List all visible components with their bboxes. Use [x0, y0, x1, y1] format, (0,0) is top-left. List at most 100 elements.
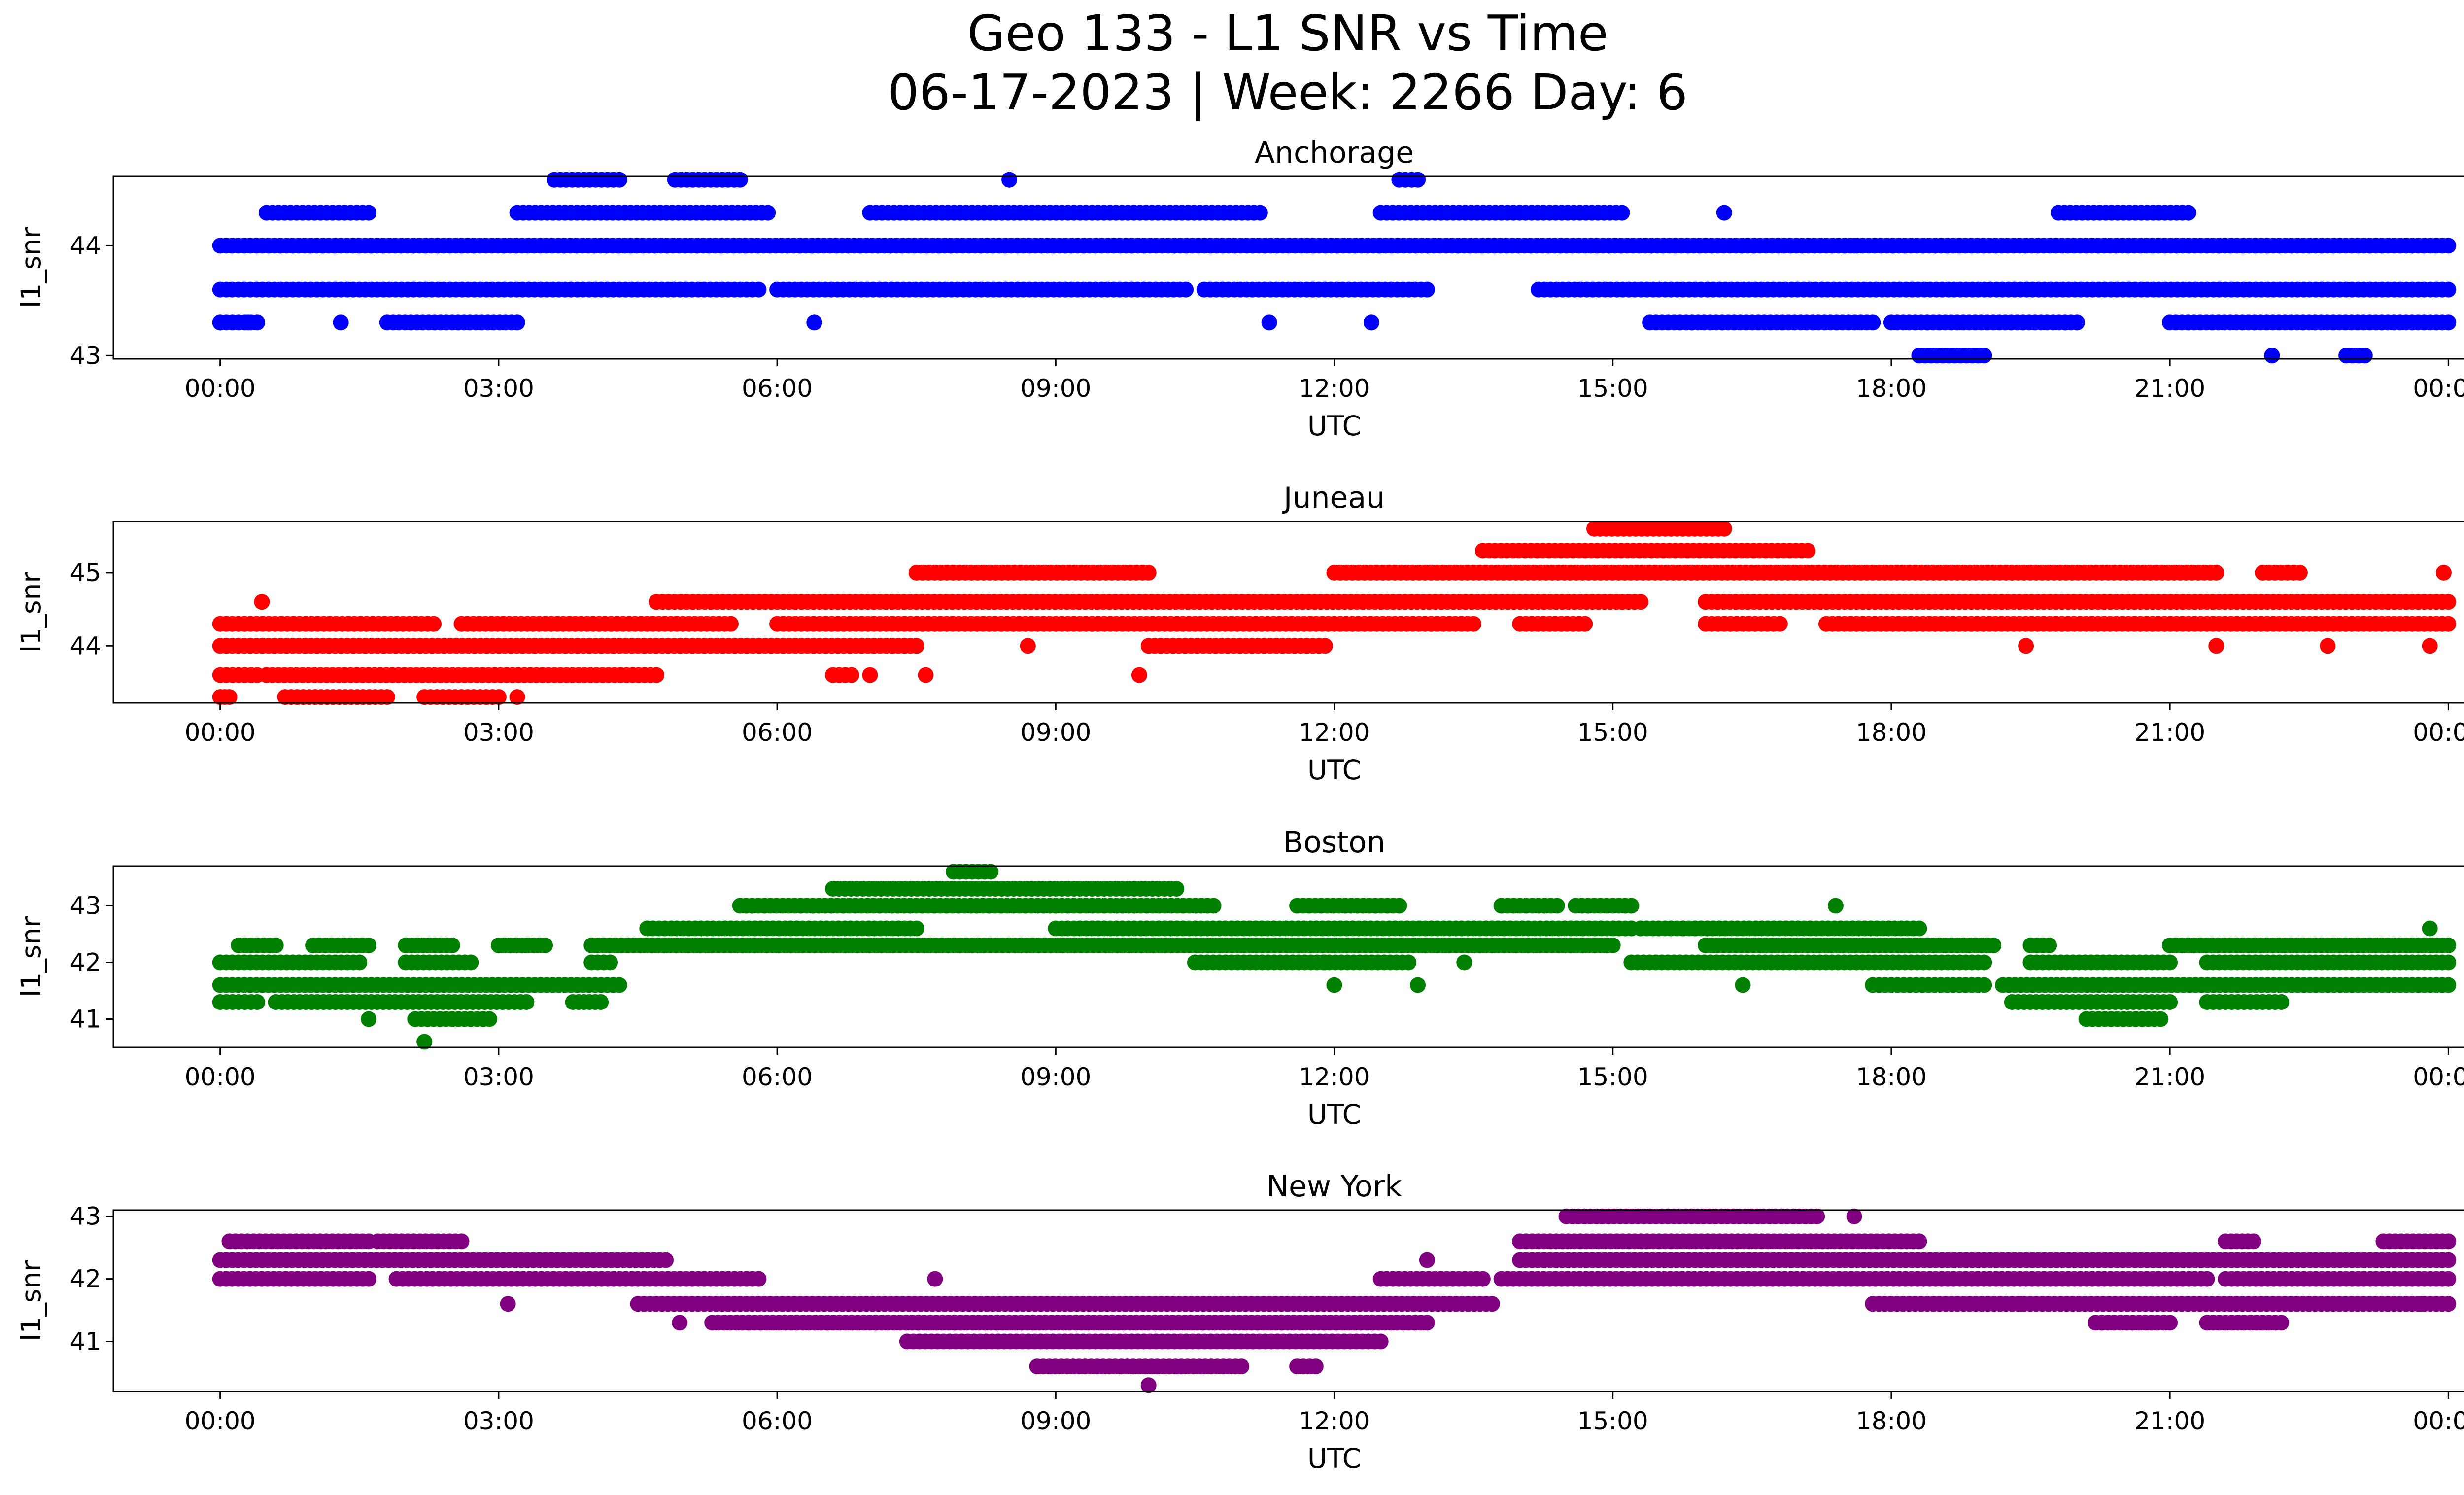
x-tick-label: 21:00 — [2134, 1063, 2205, 1091]
data-point — [361, 205, 377, 221]
data-point — [2435, 564, 2452, 581]
data-point — [1261, 314, 1277, 331]
data-point — [806, 314, 822, 331]
x-tick-label: 06:00 — [742, 374, 813, 403]
y-tick-label: 42 — [69, 948, 101, 977]
data-point — [2440, 954, 2457, 971]
x-tick-label: 00:00 — [185, 1407, 256, 1435]
data-point — [537, 938, 553, 953]
y-tick-label: 43 — [69, 1202, 101, 1231]
data-point — [1140, 1377, 1157, 1393]
data-point — [672, 1315, 688, 1331]
subplot-title-boston: Boston — [1283, 825, 1385, 860]
x-tick-label: 18:00 — [1856, 1063, 1927, 1091]
data-point — [1716, 205, 1732, 221]
data-point — [1577, 616, 1593, 632]
data-point — [1140, 564, 1157, 581]
subplot-title-juneau: Juneau — [1282, 481, 1385, 515]
data-point — [453, 1233, 470, 1250]
data-point — [2440, 594, 2457, 610]
data-point — [1252, 205, 1268, 221]
data-point — [908, 638, 924, 654]
x-tick-label: 21:00 — [2134, 374, 2205, 403]
x-tick-label: 21:00 — [2134, 718, 2205, 747]
x-tick-label: 06:00 — [742, 718, 813, 747]
data-point — [1985, 938, 2002, 953]
data-point — [1846, 238, 1862, 254]
y-tick-label: 44 — [69, 231, 101, 260]
data-point — [862, 667, 878, 683]
data-point — [361, 938, 377, 953]
y-tick-label: 43 — [69, 892, 101, 920]
data-point — [509, 314, 525, 331]
data-point — [333, 314, 349, 331]
x-tick-label: 18:00 — [1856, 374, 1927, 403]
x-tick-label: 00:00 — [2413, 374, 2464, 403]
data-point — [249, 994, 265, 1010]
data-point — [2440, 977, 2457, 993]
data-point — [2440, 1271, 2457, 1287]
x-tick-label: 03:00 — [463, 1407, 534, 1435]
x-tick-label: 21:00 — [2134, 1407, 2205, 1435]
data-point — [918, 667, 934, 683]
x-axis-label: UTC — [1307, 1099, 1361, 1130]
data-point — [611, 977, 627, 993]
data-point — [1020, 638, 1036, 654]
data-point — [2422, 920, 2438, 937]
data-point — [240, 314, 256, 331]
data-point — [2440, 616, 2457, 632]
data-point — [1410, 977, 1426, 993]
x-tick-label: 09:00 — [1020, 1407, 1091, 1435]
y-axis-label: l1_snr — [15, 1260, 47, 1341]
data-point — [2440, 938, 2457, 953]
data-point — [1484, 1296, 1500, 1312]
axes-frame-anchorage — [112, 175, 2464, 360]
data-point — [908, 920, 924, 937]
data-point — [1623, 898, 1640, 914]
data-point — [500, 1296, 516, 1312]
data-point — [481, 1011, 497, 1027]
data-point — [1809, 1208, 1825, 1224]
data-point — [2422, 638, 2438, 654]
data-point — [2018, 638, 2034, 654]
data-point — [2013, 1296, 2029, 1312]
data-point — [1911, 920, 1927, 937]
data-point — [1205, 898, 1222, 914]
data-point — [1178, 281, 1194, 298]
x-tick-label: 12:00 — [1299, 718, 1369, 747]
x-tick-label: 06:00 — [742, 1407, 813, 1435]
figure-title-line1: Geo 133 - L1 SNR vs Time — [967, 4, 1608, 62]
data-point — [2162, 994, 2178, 1010]
data-point — [221, 689, 238, 705]
data-points-new-york — [212, 1208, 2457, 1393]
x-tick-label: 03:00 — [463, 374, 534, 403]
data-point — [1846, 1208, 1862, 1224]
data-point — [351, 954, 368, 971]
data-point — [2440, 281, 2457, 298]
data-point — [1800, 543, 1816, 559]
data-point — [518, 994, 535, 1010]
x-tick-label: 15:00 — [1577, 374, 1648, 403]
data-point — [254, 594, 270, 610]
data-point — [1827, 898, 1844, 914]
data-point — [1976, 977, 1992, 993]
x-tick-label: 12:00 — [1299, 374, 1369, 403]
data-point — [1419, 1252, 1435, 1268]
x-tick-label: 15:00 — [1577, 1063, 1648, 1091]
data-point — [1326, 977, 1342, 993]
x-tick-label: 06:00 — [742, 1063, 813, 1091]
x-axis-label: UTC — [1307, 410, 1361, 442]
x-tick-label: 03:00 — [463, 1063, 534, 1091]
data-point — [426, 616, 442, 632]
data-point — [1410, 172, 1426, 188]
data-point — [2162, 954, 2178, 971]
data-point — [2357, 348, 2373, 364]
data-point — [751, 281, 767, 298]
x-tick-label: 18:00 — [1856, 718, 1927, 747]
data-point — [843, 667, 859, 683]
data-points-juneau — [212, 521, 2457, 705]
data-point — [444, 938, 460, 953]
x-tick-label: 18:00 — [1856, 1407, 1927, 1435]
